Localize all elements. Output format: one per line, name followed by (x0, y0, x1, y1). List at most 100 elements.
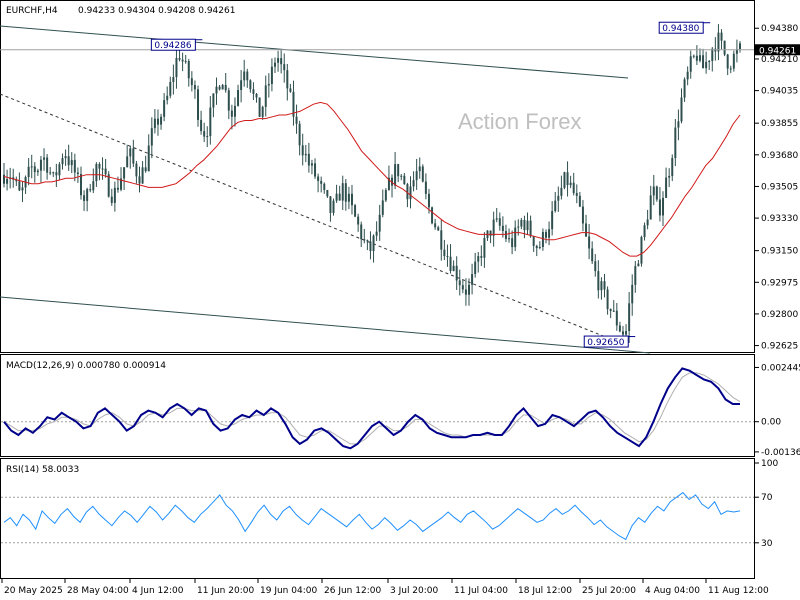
candle-body (258, 97, 261, 117)
candle-body (332, 200, 335, 213)
candle-body (237, 90, 240, 106)
candle-body (166, 95, 169, 101)
candle-body (658, 199, 661, 216)
candle-body (548, 229, 551, 238)
candle-body (101, 168, 104, 170)
candle-body (640, 237, 643, 264)
candle-body (227, 90, 230, 111)
candle-body (498, 218, 501, 226)
candle-body (572, 182, 575, 194)
candle-body (280, 58, 283, 65)
price-annotations: 0.94286 0.94380 0.92650 (150, 21, 711, 348)
candle-body (403, 175, 406, 185)
candle-body (495, 218, 498, 220)
candle-body (138, 176, 141, 184)
price-annotation-box (658, 21, 704, 34)
candle-body (215, 86, 218, 94)
candle-body (354, 205, 357, 217)
candle-body (43, 157, 46, 160)
candle-body (674, 127, 677, 159)
candle-body (323, 183, 326, 190)
candle-body (455, 265, 458, 281)
candle-body (618, 325, 621, 332)
candle-body (76, 172, 79, 174)
candle-body (193, 85, 196, 90)
candle-body (33, 166, 36, 173)
candle-body (480, 256, 483, 258)
candle-body (563, 172, 566, 188)
candle-body (720, 32, 723, 41)
macd-tick-label: 0.002445 (761, 363, 800, 373)
rsi-tick-label: 30 (761, 539, 773, 549)
moving-average-line (3, 101, 741, 257)
candle-body (79, 173, 82, 196)
candle-body (163, 100, 166, 117)
candle-body (15, 179, 18, 182)
candle-body (18, 181, 21, 191)
candle-body (695, 55, 698, 61)
candle-body (212, 93, 215, 108)
candle-body (129, 148, 132, 157)
candle-body (310, 163, 313, 166)
candle-body (30, 166, 33, 168)
candle-body (415, 171, 418, 181)
candle-body (147, 145, 150, 172)
candle-body (381, 200, 384, 215)
candle-body (437, 227, 440, 231)
candle-body (120, 178, 123, 190)
candle-body (67, 156, 70, 166)
candle-body (535, 245, 538, 249)
candle-body (384, 190, 387, 201)
candle-body (160, 116, 163, 125)
candle-body (391, 177, 394, 186)
time-tick-label: 28 May 04:00 (67, 586, 129, 596)
candle-body (116, 187, 119, 190)
candle-body (387, 177, 390, 191)
candle-body (39, 159, 42, 171)
candle-body (698, 55, 701, 61)
time-tick-label: 4 Aug 04:00 (645, 586, 700, 596)
candle-body (735, 49, 738, 54)
candle-body (683, 79, 686, 98)
candle-body (551, 211, 554, 230)
candle-body (665, 177, 668, 198)
candle-body (153, 118, 156, 129)
candle-body (375, 231, 378, 236)
trendlines (0, 25, 651, 354)
candle-body (677, 121, 680, 128)
candle-body (73, 160, 76, 173)
time-tick-label: 25 Jul 20:00 (582, 586, 636, 596)
candle-body (520, 219, 523, 227)
candle-body (132, 148, 135, 164)
candle-body (508, 238, 511, 240)
candle-body (739, 43, 741, 50)
candle-body (264, 85, 267, 107)
candle-body (594, 261, 597, 272)
candle-body (637, 263, 640, 267)
candle-body (184, 61, 187, 63)
candle-body (578, 195, 581, 207)
candle-body (609, 309, 612, 311)
candle-body (517, 226, 520, 228)
macd-signal-line (3, 372, 741, 445)
candle-body (397, 164, 400, 177)
candle-body (474, 261, 477, 275)
candle-body (655, 186, 658, 200)
candle-body (363, 239, 366, 241)
candle-body (649, 195, 652, 220)
candle-body (21, 187, 24, 191)
candle-body (289, 88, 292, 92)
macd-title: MACD(12,26,9) 0.000780 0.000914 (6, 361, 166, 371)
candle-body (501, 225, 504, 232)
candle-body (156, 118, 159, 125)
candle-body (203, 131, 206, 137)
price-tick-label: 0.93505 (761, 182, 798, 192)
candle-body (615, 310, 618, 326)
candle-body (86, 189, 89, 201)
time-tick-label: 11 Jul 04:00 (454, 586, 508, 596)
ohlc-label: 0.94233 0.94304 0.94208 0.94261 (78, 6, 235, 16)
candle-body (732, 53, 735, 69)
time-tick-label: 20 May 2025 (4, 586, 63, 596)
candle-body (267, 84, 270, 86)
